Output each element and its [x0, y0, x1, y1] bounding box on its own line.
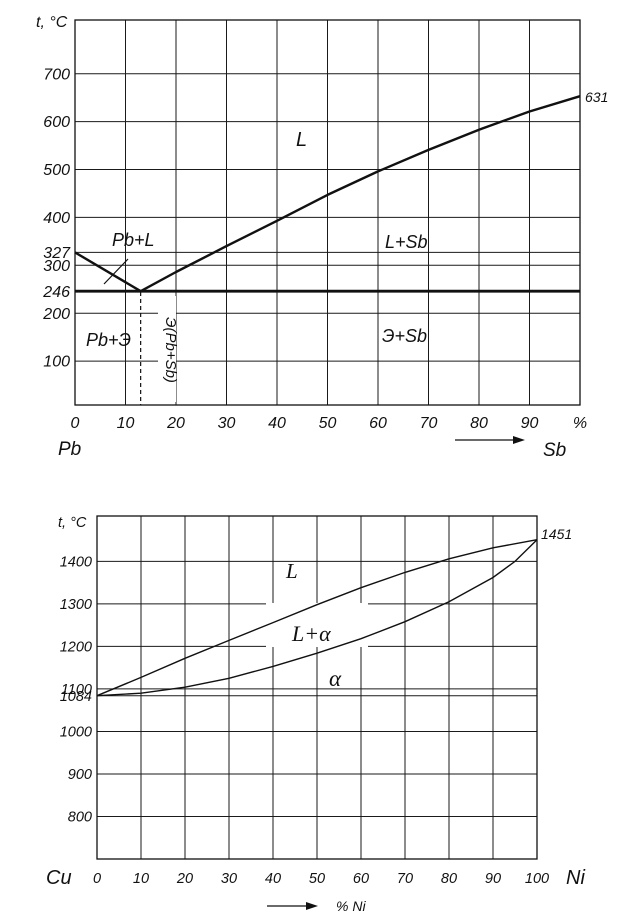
- y-tick-label: 800: [68, 810, 92, 826]
- region-label: Э+Sb: [382, 326, 427, 346]
- y-tick-label: 1400: [60, 554, 92, 570]
- melting-point-label: 631: [585, 89, 608, 105]
- x-tick-label: 60: [369, 415, 387, 432]
- region-label-eutectic: Э(Pb+Sb): [162, 317, 179, 383]
- x-tick-label: 70: [397, 871, 413, 887]
- x-tick-label: 10: [117, 415, 135, 432]
- y-tick-label: 1000: [60, 725, 92, 741]
- x-tick-label: 20: [176, 871, 193, 887]
- x-tick-label: 100: [525, 871, 549, 887]
- x-tick-label: 50: [309, 871, 325, 887]
- y-tick-label: 1300: [60, 597, 92, 613]
- y-tick-label: 900: [68, 767, 92, 783]
- y-axis-label: t, °C: [36, 14, 68, 31]
- left-component-label: Pb: [58, 439, 81, 460]
- region-label: L+Sb: [385, 232, 428, 252]
- x-tick-label: 90: [485, 871, 501, 887]
- x-tick-label: 30: [218, 415, 236, 432]
- y-tick-label: 1084: [60, 689, 92, 705]
- x-tick-label: %: [573, 415, 587, 432]
- x-tick-label: 80: [441, 871, 457, 887]
- y-tick-label: 600: [43, 114, 70, 131]
- region-label: Pb+Э: [86, 330, 131, 350]
- direction-arrow-head: [513, 436, 525, 444]
- direction-arrow-head: [306, 902, 318, 910]
- y-tick-label: 700: [43, 66, 70, 83]
- region-label: L: [285, 559, 298, 583]
- x-tick-label: 20: [166, 415, 185, 432]
- y-tick-label: 300: [43, 258, 70, 275]
- right-component-label: Sb: [543, 440, 566, 461]
- label-leader-line: [103, 258, 129, 285]
- y-tick-label: 1100: [61, 682, 92, 698]
- x-tick-label: 90: [521, 415, 539, 432]
- y-tick-label: 1200: [60, 639, 92, 655]
- liquidus-line-pb: [74, 251, 142, 293]
- plot-frame: [74, 19, 581, 406]
- region-label: L: [296, 129, 307, 151]
- y-tick-label: 100: [43, 354, 70, 371]
- liquidus-line: [96, 539, 538, 697]
- region-label: Pb+L: [112, 230, 155, 250]
- plot-frame: [96, 515, 538, 860]
- y-axis-label: t, °C: [58, 515, 87, 531]
- label-background: [266, 603, 368, 647]
- y-tick-label: 327: [43, 245, 71, 262]
- x-tick-label: 50: [319, 415, 337, 432]
- y-tick-label: 200: [42, 306, 70, 323]
- x-tick-label: 0: [93, 871, 101, 887]
- x-tick-label: 80: [470, 415, 488, 432]
- x-tick-label: 30: [221, 871, 237, 887]
- label-background: [158, 296, 176, 402]
- liquidus-line-sb: [140, 95, 581, 293]
- x-tick-label: 40: [265, 871, 281, 887]
- x-tick-label: 60: [353, 871, 369, 887]
- x-axis-label: % Ni: [336, 898, 366, 914]
- y-tick-label: 500: [43, 162, 70, 179]
- region-label: L+α: [291, 621, 331, 646]
- y-tick-label: 246: [42, 284, 70, 301]
- right-component-label: Ni: [566, 867, 585, 889]
- solidus-line: [96, 539, 538, 697]
- melting-point-label: 1451: [541, 526, 572, 542]
- x-tick-label: 40: [268, 415, 286, 432]
- region-label: α: [329, 666, 342, 691]
- x-tick-label: 70: [420, 415, 438, 432]
- x-tick-label: 10: [133, 871, 149, 887]
- left-component-label: Cu: [46, 867, 72, 889]
- y-tick-label: 400: [43, 210, 70, 227]
- x-tick-label: 0: [71, 415, 80, 432]
